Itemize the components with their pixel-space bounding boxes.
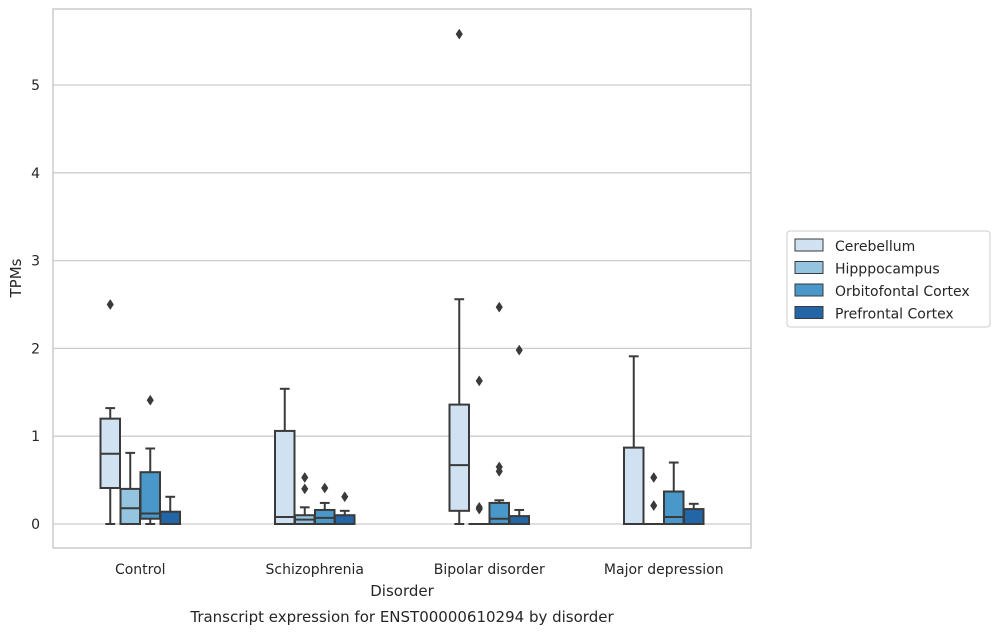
- outlier-point: [475, 503, 483, 515]
- plot-frame: [52, 8, 752, 549]
- legend-swatch: [794, 306, 824, 319]
- box-prefrontal-cortex: [508, 344, 530, 526]
- y-tick-label: 4: [31, 166, 40, 182]
- box-cerebellum: [99, 299, 121, 525]
- box-body: [334, 514, 356, 525]
- box-hipppocampus: [468, 375, 490, 526]
- box-orbitofontal-cortex: [139, 394, 161, 525]
- box-orbitofontal-cortex: [663, 461, 685, 526]
- outlier-point: [301, 483, 309, 495]
- y-tick-label: 1: [31, 429, 40, 445]
- outlier-point: [106, 299, 114, 310]
- y-tick-labels: 0 1 2 3 4 5: [31, 78, 40, 533]
- box-prefrontal-cortex: [683, 502, 705, 526]
- box-body: [448, 403, 470, 512]
- x-axis-label: Disorder: [370, 582, 434, 600]
- y-tick-label: 3: [31, 254, 40, 270]
- legend-label: Hipppocampus: [835, 262, 940, 278]
- box-body: [488, 501, 510, 526]
- outlier-point: [341, 491, 349, 503]
- legend-label: Orbitofontal Cortex: [835, 284, 970, 300]
- y-tick-label: 0: [31, 517, 40, 533]
- box-body: [683, 508, 705, 526]
- box-body: [119, 487, 141, 526]
- gridlines: [53, 84, 751, 525]
- y-tick-label: 2: [31, 341, 40, 357]
- x-tick-label: Major depression: [604, 562, 724, 578]
- outlier-point: [650, 500, 658, 512]
- legend-swatch: [794, 238, 824, 252]
- box-prefrontal-cortex: [159, 495, 181, 526]
- box-body: [139, 471, 161, 520]
- x-tick-label: Bipolar disorder: [434, 562, 545, 578]
- box-body: [508, 515, 530, 526]
- x-tick-labels: Control Schizophrenia Bipolar disorder Majo…: [115, 562, 724, 578]
- outlier-point: [495, 301, 503, 313]
- box-cerebellum: [623, 355, 645, 526]
- x-tick-label: Schizophrenia: [266, 562, 364, 578]
- y-axis-label: TPMs: [7, 258, 25, 298]
- outlier-point: [495, 465, 503, 477]
- legend-swatch: [794, 261, 824, 274]
- box-prefrontal-cortex: [334, 491, 356, 525]
- legend-label: Prefrontal Cortex: [835, 307, 954, 323]
- box-cerebellum: [448, 28, 470, 525]
- outlier-point: [475, 375, 483, 387]
- box-body: [159, 510, 181, 526]
- outlier-point: [321, 482, 329, 494]
- x-tick-label: Control: [115, 562, 166, 578]
- outlier-point: [146, 394, 154, 406]
- box-hipppocampus: [119, 451, 141, 526]
- box-cerebellum: [274, 387, 296, 526]
- box-hipppocampus: [643, 472, 665, 526]
- box-body: [623, 446, 645, 526]
- outlier-point: [455, 28, 463, 40]
- outlier-point: [650, 472, 658, 483]
- legend-swatch: [794, 283, 824, 297]
- box-hipppocampus: [294, 472, 316, 525]
- boxes: [99, 28, 705, 526]
- legend: Cerebellum Hipppocampus Orbitofontal Corte…: [786, 230, 991, 328]
- legend-label: Cerebellum: [835, 239, 915, 255]
- box-orbitofontal-cortex: [488, 301, 510, 526]
- box-body: [663, 490, 685, 526]
- outlier-point: [301, 472, 309, 483]
- box-body: [274, 429, 296, 526]
- outlier-point: [515, 344, 523, 356]
- box-orbitofontal-cortex: [314, 482, 336, 525]
- legend-frame: [786, 230, 991, 328]
- y-tick-label: 5: [31, 78, 40, 94]
- chart-caption: Transcript expression for ENST0000061029…: [189, 608, 614, 626]
